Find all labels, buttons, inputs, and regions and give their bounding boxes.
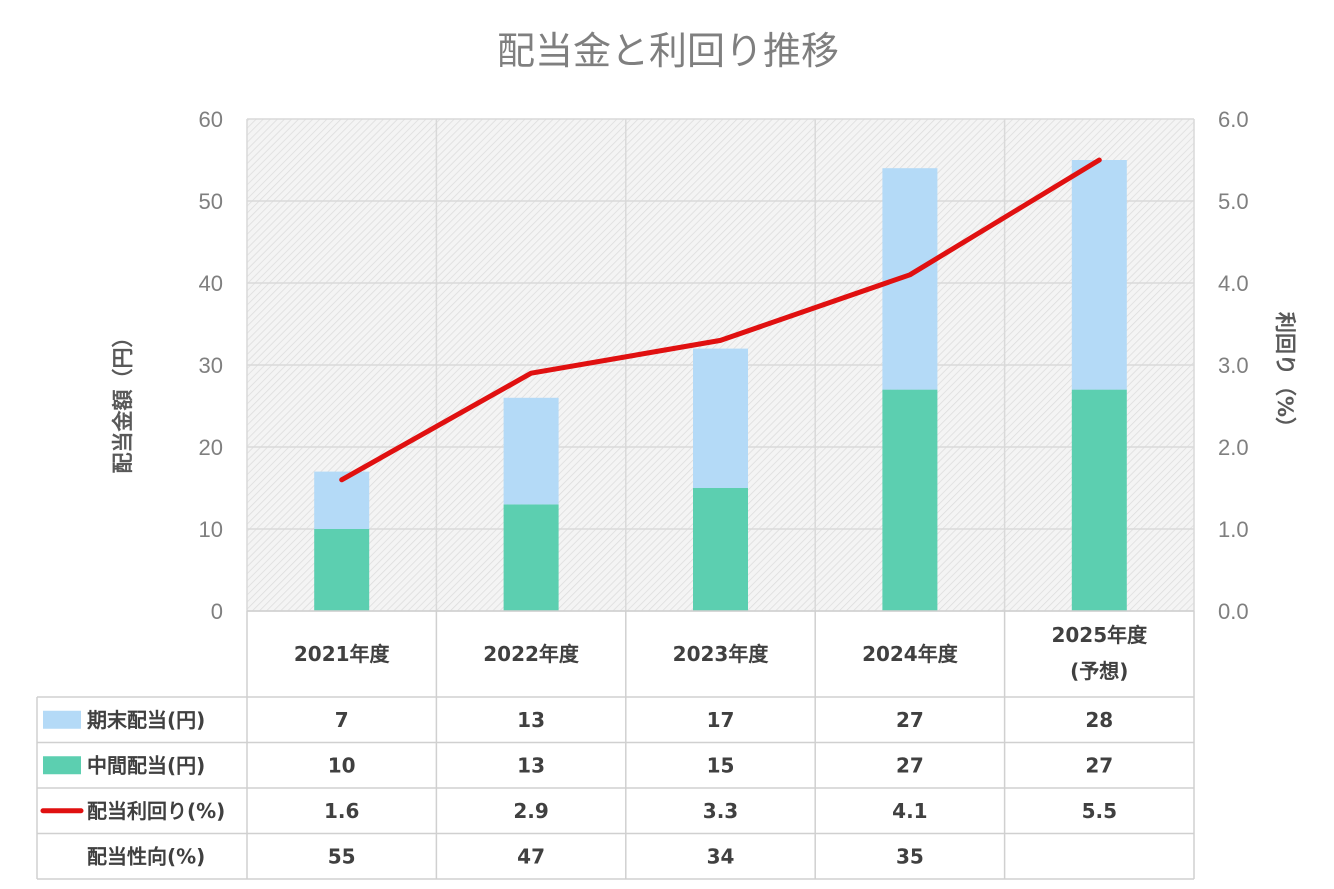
category-label: 2022年度 (483, 642, 580, 666)
data-table: 2021年度 2022年度 2023年度 2024年度 2025年度 (予想) 期末配当(円… (36, 610, 1195, 880)
table-cell: 2.9 (513, 799, 548, 823)
left-tick-label: 60 (199, 107, 223, 132)
table-cell: 13 (517, 753, 545, 777)
right-tick-label: 2.0 (1218, 435, 1249, 460)
category-label: 2024年度 (862, 642, 959, 666)
bar (503, 504, 559, 611)
chart-title: 配当金と利回り推移 (497, 29, 839, 73)
table-cell: 55 (328, 844, 356, 868)
table-cell: 7 (335, 708, 349, 732)
category-label: 2021年度 (294, 642, 391, 666)
right-axis-ticks: 0.0 1.0 2.0 3.0 4.0 5.0 6.0 (1218, 107, 1249, 624)
right-axis-label: 利回り（%） (1273, 312, 1297, 438)
bar (503, 397, 559, 505)
table-cell: 47 (517, 844, 545, 868)
table-cell: 35 (896, 844, 924, 868)
table-row-label: 配当性向(%) (87, 844, 205, 868)
bar-series (314, 160, 1127, 611)
left-axis-ticks: 0 10 20 30 40 50 60 (199, 107, 223, 624)
table-cell: 1.6 (324, 799, 359, 823)
table-cell: 13 (517, 708, 545, 732)
category-label-sub: (予想) (1070, 659, 1128, 683)
left-tick-label: 30 (199, 353, 223, 378)
bar (693, 488, 748, 611)
table-cell: 10 (328, 753, 356, 777)
left-axis-label: 配当金額（円） (111, 327, 135, 474)
bar (1071, 389, 1127, 611)
bar (882, 389, 938, 611)
left-tick-label: 0 (211, 599, 223, 624)
right-tick-label: 5.0 (1218, 189, 1249, 214)
table-row-label: 中間配当(円) (87, 753, 205, 777)
table-cell: 17 (707, 708, 735, 732)
category-label: 2023年度 (673, 642, 770, 666)
right-tick-label: 4.0 (1218, 271, 1249, 296)
left-tick-label: 50 (199, 189, 223, 214)
bar (693, 348, 748, 488)
table-cell: 4.1 (892, 799, 927, 823)
table-row-label: 期末配当(円) (87, 708, 205, 732)
table-row-label: 配当利回り(%) (87, 799, 225, 823)
legend-swatch (43, 756, 81, 775)
left-tick-label: 20 (199, 435, 223, 460)
table-cell: 34 (707, 844, 735, 868)
right-tick-label: 0.0 (1218, 599, 1249, 624)
table-cell: 15 (707, 753, 735, 777)
right-tick-label: 1.0 (1218, 517, 1249, 542)
category-label: 2025年度 (1051, 623, 1148, 647)
table-cell: 27 (896, 753, 924, 777)
right-tick-label: 3.0 (1218, 353, 1249, 378)
bar (314, 529, 370, 611)
table-cell: 5.5 (1082, 799, 1117, 823)
table-cell: 27 (1085, 753, 1113, 777)
table-cell: 3.3 (703, 799, 738, 823)
yield-line-series (339, 157, 1102, 483)
right-tick-label: 6.0 (1218, 107, 1249, 132)
table-cell: 27 (896, 708, 924, 732)
legend-swatch (43, 710, 81, 729)
left-tick-label: 40 (199, 271, 223, 296)
left-tick-label: 10 (199, 517, 223, 542)
bar (1071, 160, 1127, 390)
table-cell: 28 (1085, 708, 1113, 732)
